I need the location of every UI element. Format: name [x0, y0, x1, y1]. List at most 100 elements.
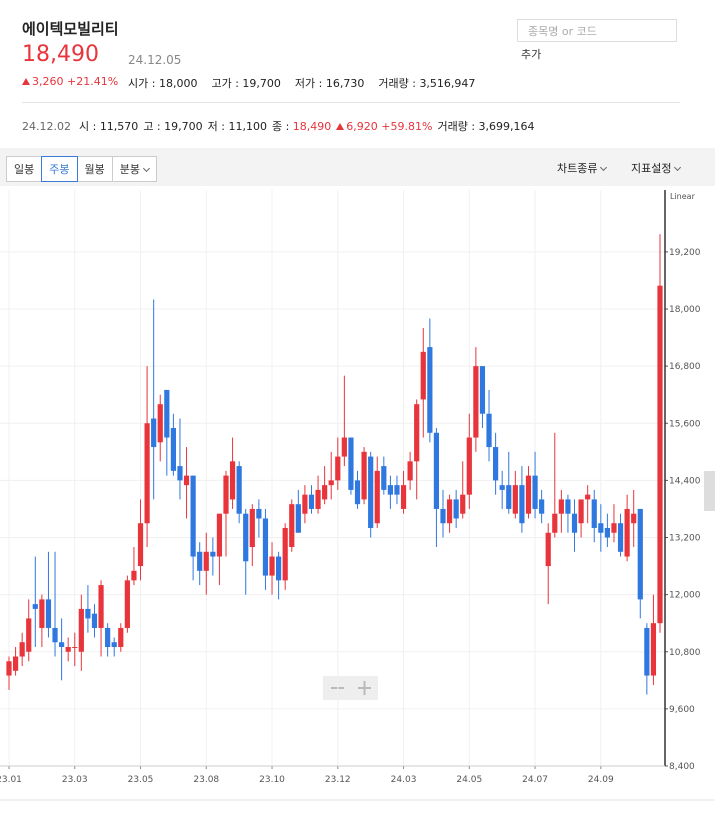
- y-tick-label: 8,400: [669, 762, 695, 772]
- x-tick-label: 24.05: [456, 775, 482, 785]
- separator: [22, 102, 680, 103]
- candle-body: [190, 475, 196, 557]
- candle-body: [177, 466, 183, 481]
- period-button[interactable]: 주봉: [41, 156, 78, 182]
- y-tick-label: 10,800: [669, 648, 701, 658]
- candle-body: [460, 494, 466, 514]
- candle-body: [466, 437, 472, 495]
- candle-body: [552, 513, 558, 533]
- candle-body: [183, 475, 190, 486]
- detail-date: 24.12.02: [22, 120, 71, 133]
- y-tick-label: 15,600: [669, 419, 701, 429]
- candle-body: [118, 627, 124, 647]
- candle-body: [32, 604, 38, 609]
- candle-body: [361, 451, 367, 500]
- candle-body: [493, 447, 499, 481]
- candle-body: [12, 656, 19, 671]
- candle-body: [229, 461, 236, 500]
- candle-body: [335, 456, 341, 481]
- x-tick-label: 23.08: [193, 775, 219, 785]
- candle-body: [571, 513, 578, 533]
- candle-body: [45, 599, 52, 628]
- x-tick-label: 23.05: [128, 775, 154, 785]
- detail-volume-label: 거래량: [437, 120, 478, 133]
- date: 24.12.05: [128, 53, 182, 67]
- candle-body: [322, 485, 328, 500]
- period-buttons: 일봉 주봉 월봉 분봉: [6, 156, 157, 182]
- detail-label: 시: [79, 120, 100, 133]
- candle-body: [315, 489, 321, 509]
- candle-body: [295, 504, 301, 533]
- candle-body: [124, 580, 130, 628]
- candle-body: [407, 461, 413, 481]
- candle-body: [519, 485, 525, 524]
- detail-volume: 거래량3,699,164: [437, 120, 534, 133]
- period-button[interactable]: 분봉: [111, 156, 157, 182]
- candle-body: [151, 418, 157, 448]
- x-tick-label: 23.12: [325, 775, 351, 785]
- period-button[interactable]: 월봉: [76, 156, 113, 182]
- candle-body: [39, 599, 45, 628]
- candle-body: [631, 513, 637, 524]
- candle-body: [440, 508, 446, 524]
- candle-body: [479, 366, 486, 414]
- candle-body: [604, 527, 610, 538]
- chart-type-menu[interactable]: 차트종류: [557, 160, 606, 176]
- stat-label: 저가: [295, 77, 326, 90]
- detail-item: 저11,100: [208, 120, 267, 133]
- candle-body: [210, 551, 216, 557]
- candle-body: [387, 485, 393, 495]
- candle-body: [611, 523, 617, 533]
- candle-body: [624, 508, 630, 557]
- candle-body: [433, 432, 440, 509]
- candle-body: [72, 646, 78, 648]
- stat: 시가18,000: [128, 77, 197, 90]
- x-tick-label: 24.03: [391, 775, 417, 785]
- candle-body: [243, 513, 249, 562]
- up-icon: [336, 123, 345, 130]
- candle-body: [558, 499, 564, 514]
- candle-body: [539, 499, 545, 514]
- indicator-menu[interactable]: 지표설정: [631, 160, 680, 176]
- candle-body: [6, 661, 12, 676]
- candle-body: [85, 608, 91, 619]
- candle-body: [381, 466, 387, 490]
- candle-body: [591, 499, 597, 528]
- candle-body: [262, 518, 269, 576]
- candle-body: [289, 504, 295, 548]
- scale-label: Linear: [670, 192, 696, 201]
- candle-body: [164, 389, 170, 438]
- candle-body: [105, 627, 111, 647]
- candle-body: [348, 437, 354, 490]
- candle-body: [276, 556, 282, 581]
- stat: 저가16,730: [295, 77, 364, 90]
- change: 3,260 +21.41%: [22, 75, 118, 88]
- candle-body: [59, 642, 65, 647]
- y-tick-label: 13,200: [669, 534, 701, 544]
- candle-body: [506, 485, 512, 509]
- detail-value: 18,490: [292, 120, 332, 133]
- side-tab[interactable]: [704, 471, 715, 511]
- period-button[interactable]: 일봉: [6, 156, 43, 182]
- stat-value: 16,730: [325, 77, 365, 90]
- detail-volume-value: 3,699,164: [478, 120, 535, 133]
- candle-body: [26, 618, 32, 652]
- candle-body: [65, 646, 71, 652]
- candle-body: [256, 508, 262, 519]
- stat: 거래량3,516,947: [378, 77, 475, 90]
- candle-body: [52, 627, 58, 643]
- x-tick-label: 24.09: [588, 775, 614, 785]
- candle-body: [486, 413, 492, 448]
- candle-body: [111, 642, 117, 647]
- detail-value: 11,100: [228, 120, 267, 133]
- change-value: 3,260: [32, 75, 64, 88]
- candle-body: [525, 475, 532, 514]
- y-tick-label: 19,200: [669, 248, 701, 258]
- stats: 시가18,000 고가19,700 저가16,730 거래량3,516,947: [128, 75, 489, 91]
- search-input[interactable]: 종목명 or 코드: [517, 19, 677, 42]
- detail-row: 24.12.02 시11,570 고19,700 저11,100 종18,490 6,92…: [22, 118, 540, 134]
- add-button[interactable]: 추가: [521, 48, 542, 61]
- chart: 8,400 9,600 10,800 12,000 13,200 14,400 15,600…: [0, 190, 715, 801]
- candle-body: [427, 347, 433, 433]
- candle-body: [394, 485, 400, 495]
